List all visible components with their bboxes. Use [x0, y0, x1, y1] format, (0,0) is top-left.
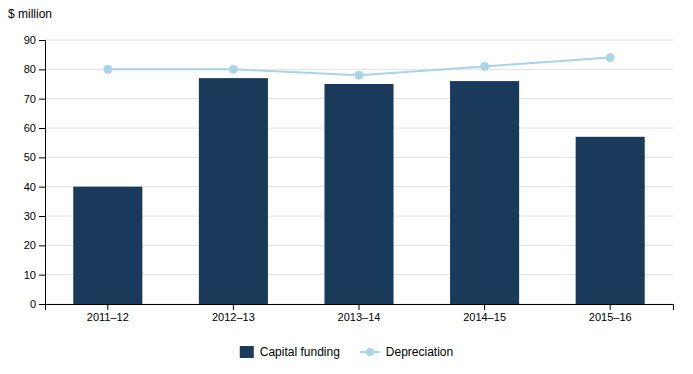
line-series	[104, 54, 614, 80]
bar	[199, 78, 268, 304]
x-tick-label: 2012–13	[212, 311, 255, 323]
y-tick: 40	[24, 181, 45, 193]
x-tick: 2015–16	[589, 304, 632, 323]
legend-swatch	[240, 346, 254, 358]
y-tick-label: 0	[30, 298, 36, 310]
y-tick-label: 50	[24, 151, 36, 163]
y-tick: 10	[24, 269, 45, 281]
x-tick: 2012–13	[212, 304, 255, 323]
x-tick: 2013–14	[338, 304, 381, 323]
legend-item: Depreciation	[360, 345, 453, 359]
y-tick: 70	[24, 93, 45, 105]
y-tick-label: 70	[24, 93, 36, 105]
y-axis: 0 10 20 30 40 50 60 70 80 90	[24, 34, 46, 310]
y-tick-mark	[39, 69, 45, 70]
marks	[73, 54, 644, 304]
y-tick-mark	[39, 216, 45, 217]
x-tick: 2011–12	[87, 304, 129, 323]
x-tick-mark	[233, 304, 234, 310]
y-tick: 0	[30, 298, 45, 310]
x-tick-label: 2013–14	[338, 311, 381, 323]
x-tick-mark	[610, 304, 611, 310]
x-tick-mark	[107, 304, 108, 310]
x-axis: 2011–12 2012–13 2013–14 2014–15 2015–16	[46, 304, 674, 323]
y-tick-label: 60	[24, 122, 36, 134]
x-tick: 2014–15	[463, 304, 506, 323]
legend-marker	[366, 348, 374, 356]
y-tick-label: 40	[24, 181, 36, 193]
line-marker	[229, 65, 237, 73]
legend-label: Capital funding	[260, 345, 340, 359]
y-tick-label: 80	[24, 63, 36, 75]
y-tick-mark	[39, 304, 45, 305]
chart-svg: 0 10 20 30 40 50 60 70 80 90 2011–12 2012–13 2013–14…	[0, 0, 693, 374]
line-marker	[355, 71, 363, 79]
x-axis-line	[46, 305, 674, 311]
x-tick-mark	[359, 304, 360, 310]
x-tick-mark	[484, 304, 485, 310]
y-tick-mark	[39, 128, 45, 129]
line-marker	[606, 54, 614, 62]
grid	[45, 40, 673, 304]
plot-area: 0 10 20 30 40 50 60 70 80 90 2011–12 2012–13 2013–14…	[24, 34, 674, 323]
y-tick: 30	[24, 210, 45, 222]
legend-item: Capital funding	[240, 345, 340, 359]
x-tick-label: 2014–15	[463, 311, 506, 323]
y-tick: 20	[24, 239, 45, 251]
y-tick-mark	[39, 157, 45, 158]
bar	[73, 187, 142, 304]
y-tick: 80	[24, 63, 45, 75]
legend: Capital funding Depreciation	[240, 345, 453, 359]
line-marker	[481, 62, 489, 70]
y-tick-mark	[39, 245, 45, 246]
y-tick-mark	[39, 99, 45, 100]
y-tick-label: 10	[24, 269, 36, 281]
y-axis-title: $ million	[8, 7, 52, 21]
bar	[450, 81, 519, 304]
legend-label: Depreciation	[386, 345, 453, 359]
chart-container: 0 10 20 30 40 50 60 70 80 90 2011–12 2012–13 2013–14…	[0, 0, 693, 374]
y-tick: 60	[24, 122, 45, 134]
bar	[576, 137, 645, 304]
y-tick-mark	[39, 187, 45, 188]
y-tick-label: 20	[24, 239, 36, 251]
line-marker	[104, 65, 112, 73]
y-tick-label: 30	[24, 210, 36, 222]
x-tick-label: 2011–12	[87, 311, 129, 323]
grid-line	[45, 40, 673, 41]
y-tick: 90	[24, 34, 45, 46]
bar-series	[73, 78, 644, 304]
y-axis-line	[39, 41, 46, 305]
bar	[324, 84, 393, 304]
x-tick-label: 2015–16	[589, 311, 632, 323]
y-tick-mark	[39, 40, 45, 41]
y-tick: 50	[24, 151, 45, 163]
y-tick-mark	[39, 275, 45, 276]
y-tick-label: 90	[24, 34, 36, 46]
